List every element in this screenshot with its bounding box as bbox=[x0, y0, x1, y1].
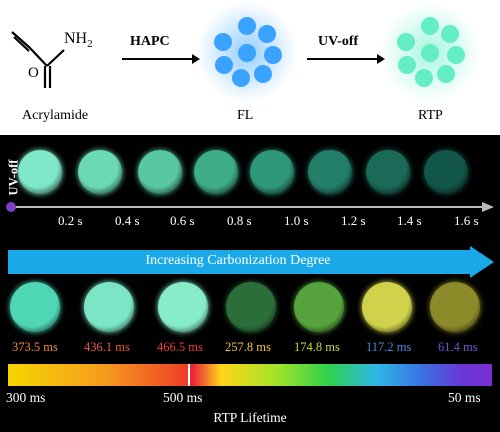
decay-disc bbox=[308, 150, 352, 194]
scale-left-label: 300 ms bbox=[6, 390, 46, 405]
sample-disc bbox=[10, 282, 60, 332]
lifetime-value: 257.8 ms bbox=[225, 340, 271, 354]
time-tick: 0.4 s bbox=[115, 213, 140, 228]
decay-disc bbox=[78, 150, 122, 194]
step1-label: HAPC bbox=[130, 34, 170, 49]
time-tick: 1.6 s bbox=[454, 213, 479, 228]
time-tick: 1.4 s bbox=[397, 213, 422, 228]
lifetime-value: 61.4 ms bbox=[438, 340, 478, 354]
decay-disc-row bbox=[10, 150, 490, 194]
carbonyl-oxygen: O bbox=[28, 65, 39, 81]
sample-disc bbox=[430, 282, 480, 332]
rtp-lifetime-color-bar bbox=[8, 364, 492, 386]
time-tick: 0.2 s bbox=[58, 213, 83, 228]
scale-title: RTP Lifetime bbox=[213, 410, 287, 425]
time-tick: 1.2 s bbox=[341, 213, 366, 228]
acrylamide-structure-icon bbox=[11, 31, 65, 88]
scale-mid-label: 500 ms bbox=[163, 390, 203, 405]
decay-disc bbox=[424, 150, 468, 194]
sample-disc bbox=[362, 282, 412, 332]
time-tick: 0.6 s bbox=[170, 213, 195, 228]
product2-label: RTP bbox=[418, 108, 443, 123]
scale-mid-tick bbox=[188, 364, 190, 386]
time-tick-labels: 0.2 s 0.4 s 0.6 s 0.8 s 1.0 s 1.2 s 1.4 … bbox=[0, 213, 500, 229]
time-axis-icon bbox=[6, 202, 494, 212]
decay-disc bbox=[194, 150, 238, 194]
sample-disc bbox=[226, 282, 276, 332]
lifetime-value: 466.5 ms bbox=[157, 340, 203, 354]
lifetime-values: 373.5 ms 436.1 ms 466.5 ms 257.8 ms 174.… bbox=[0, 340, 500, 358]
decay-disc bbox=[250, 150, 294, 194]
fl-disc-cluster bbox=[197, 2, 297, 102]
sample-disc-row bbox=[0, 282, 500, 334]
step2-label: UV-off bbox=[318, 34, 359, 49]
banner-label: Increasing Carbonization Degree bbox=[145, 253, 331, 268]
amine-group: NH2 bbox=[64, 30, 93, 51]
scale-right-label: 50 ms bbox=[448, 390, 481, 405]
time-tick: 1.0 s bbox=[284, 213, 309, 228]
decay-disc bbox=[18, 150, 62, 194]
time-tick: 0.8 s bbox=[227, 213, 252, 228]
reaction-arrow-1-icon bbox=[122, 54, 200, 64]
lifetime-value: 117.2 ms bbox=[366, 340, 412, 354]
sample-disc bbox=[294, 282, 344, 332]
reactant-label: Acrylamide bbox=[22, 108, 89, 123]
product1-label: FL bbox=[237, 108, 254, 123]
reaction-arrow-2-icon bbox=[307, 54, 385, 64]
decay-disc bbox=[366, 150, 410, 194]
carbonization-arrow-banner bbox=[8, 246, 494, 278]
sample-disc bbox=[158, 282, 208, 332]
lifetime-value: 174.8 ms bbox=[294, 340, 340, 354]
uv-off-marker-label: UV-off bbox=[6, 159, 21, 196]
decay-disc bbox=[138, 150, 182, 194]
lifetime-value: 436.1 ms bbox=[84, 340, 130, 354]
sample-disc bbox=[84, 282, 134, 332]
rtp-disc-cluster bbox=[380, 2, 480, 102]
lifetime-value: 373.5 ms bbox=[12, 340, 58, 354]
